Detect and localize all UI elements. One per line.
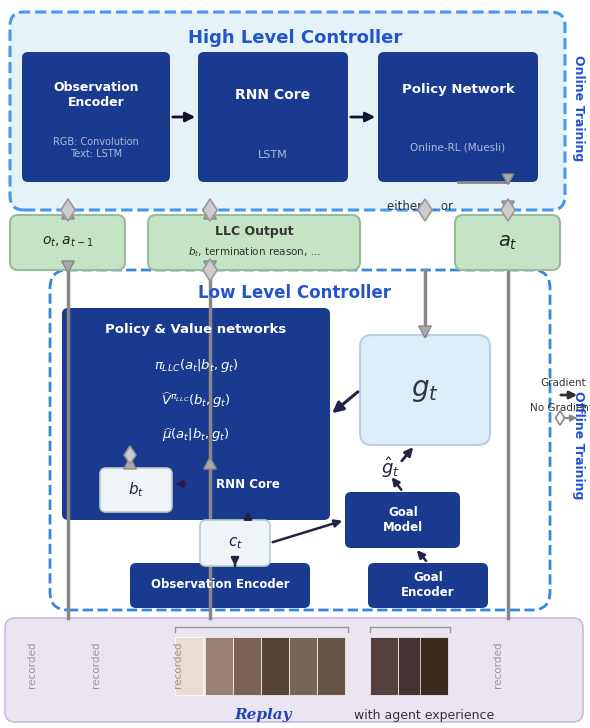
FancyBboxPatch shape	[455, 215, 560, 270]
FancyBboxPatch shape	[200, 520, 270, 566]
Text: Online Training: Online Training	[572, 55, 585, 161]
Text: recorded: recorded	[493, 642, 503, 688]
Polygon shape	[204, 261, 217, 273]
Text: recorded: recorded	[173, 642, 183, 688]
Bar	[175, 637, 203, 695]
Text: Policy Network: Policy Network	[402, 84, 514, 97]
Polygon shape	[204, 457, 217, 469]
Polygon shape	[503, 174, 514, 184]
Text: Goal
Encoder: Goal Encoder	[401, 571, 455, 599]
Text: $a_t$: $a_t$	[498, 232, 518, 251]
Text: $\hat{g}_t$: $\hat{g}_t$	[381, 456, 399, 480]
Polygon shape	[124, 446, 136, 464]
Bar	[370, 637, 398, 695]
Text: LSTM: LSTM	[258, 150, 288, 160]
FancyBboxPatch shape	[62, 308, 330, 520]
Text: $c_t$: $c_t$	[228, 535, 242, 551]
Text: recorded: recorded	[27, 642, 37, 688]
Bar	[420, 637, 448, 695]
Polygon shape	[62, 261, 74, 273]
FancyBboxPatch shape	[50, 270, 550, 610]
FancyBboxPatch shape	[378, 52, 538, 182]
Text: RGB: Convolution
Text: LSTM: RGB: Convolution Text: LSTM	[53, 137, 139, 159]
Text: Online-RL (Muesli): Online-RL (Muesli)	[411, 143, 506, 153]
Text: Goal
Model: Goal Model	[383, 506, 423, 534]
Text: $b_t$, termination reason, ...: $b_t$, termination reason, ...	[188, 245, 320, 259]
Bar	[233, 637, 261, 695]
FancyBboxPatch shape	[188, 460, 308, 508]
Text: $b_t$: $b_t$	[128, 480, 144, 499]
Polygon shape	[555, 411, 565, 425]
FancyBboxPatch shape	[22, 52, 170, 182]
Text: Gradient: Gradient	[540, 378, 586, 388]
Text: Observation Encoder: Observation Encoder	[150, 579, 289, 591]
Polygon shape	[501, 199, 515, 221]
FancyBboxPatch shape	[368, 563, 488, 608]
Text: Observation
Encoder: Observation Encoder	[53, 81, 139, 109]
Text: $g_t$: $g_t$	[411, 376, 439, 404]
Text: $\widehat{V}^{\pi_{LLC}}(b_t, g_t)$: $\widehat{V}^{\pi_{LLC}}(b_t, g_t)$	[161, 390, 231, 410]
Text: Replay: Replay	[234, 708, 291, 722]
Bar	[398, 637, 426, 695]
Text: $\widehat{\mu}(a_t|b_t, g_t)$: $\widehat{\mu}(a_t|b_t, g_t)$	[162, 426, 230, 444]
Text: Low Level Controller: Low Level Controller	[198, 284, 392, 302]
FancyBboxPatch shape	[10, 215, 125, 270]
Text: either ... or: either ... or	[387, 200, 453, 213]
Text: No Gradient: No Gradient	[530, 403, 590, 413]
Polygon shape	[419, 326, 431, 338]
Polygon shape	[204, 207, 217, 219]
Bar	[289, 637, 317, 695]
Bar	[205, 637, 233, 695]
FancyBboxPatch shape	[130, 563, 310, 608]
Polygon shape	[203, 259, 217, 281]
Bar	[261, 637, 289, 695]
Text: $\pi_{LLC}(a_t|b_t, g_t)$: $\pi_{LLC}(a_t|b_t, g_t)$	[154, 357, 238, 373]
Polygon shape	[61, 199, 75, 221]
Bar	[317, 637, 345, 695]
Text: Offline Training: Offline Training	[572, 391, 585, 499]
Text: recorded: recorded	[91, 642, 101, 688]
Polygon shape	[502, 201, 514, 213]
Polygon shape	[124, 457, 136, 469]
FancyBboxPatch shape	[345, 492, 460, 548]
Text: $o_t, a_{t-1}$: $o_t, a_{t-1}$	[42, 235, 94, 249]
Text: High Level Controller: High Level Controller	[188, 29, 402, 47]
Polygon shape	[62, 207, 74, 219]
Polygon shape	[203, 199, 217, 221]
FancyBboxPatch shape	[5, 618, 583, 722]
Text: RNN Core: RNN Core	[235, 88, 310, 102]
Polygon shape	[418, 199, 432, 221]
FancyBboxPatch shape	[198, 52, 348, 182]
Text: RNN Core: RNN Core	[216, 478, 280, 491]
Text: LLC Output: LLC Output	[215, 226, 293, 239]
Text: with agent experience: with agent experience	[350, 708, 494, 721]
FancyBboxPatch shape	[10, 12, 565, 210]
Bar	[175, 637, 203, 695]
FancyBboxPatch shape	[148, 215, 360, 270]
FancyBboxPatch shape	[360, 335, 490, 445]
Text: Policy & Value networks: Policy & Value networks	[106, 323, 287, 336]
FancyBboxPatch shape	[100, 468, 172, 512]
